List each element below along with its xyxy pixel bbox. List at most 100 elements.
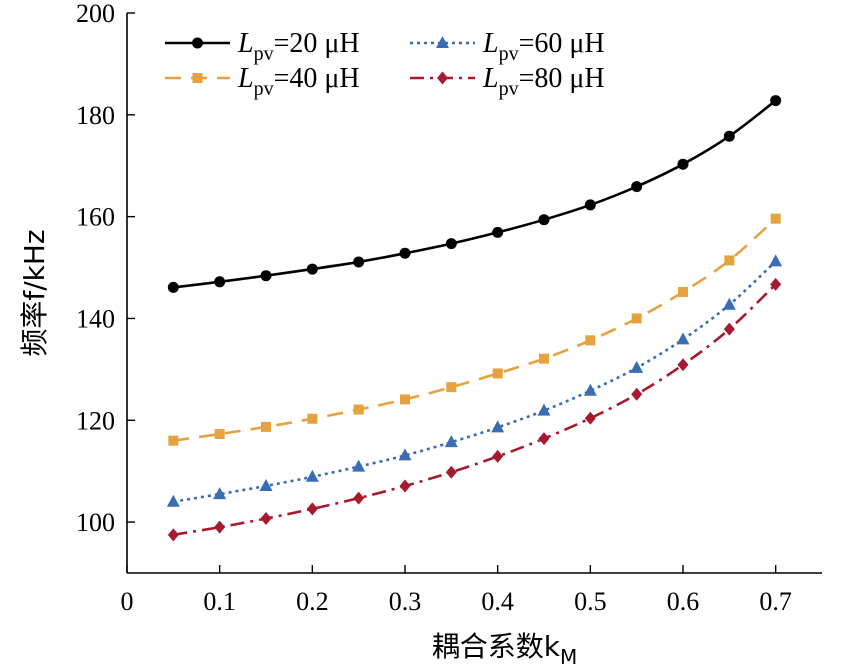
series-1-point-3 xyxy=(260,270,272,282)
series-4-point-3 xyxy=(260,512,272,526)
series-1-point-11 xyxy=(631,181,643,193)
series-3-point-9 xyxy=(537,403,551,416)
series-1-point-7 xyxy=(445,238,457,250)
legend-label-4-value: =80 μH xyxy=(519,63,605,94)
series-4-line xyxy=(173,283,777,537)
legend-label-3: Lpv=60 μH xyxy=(482,28,605,65)
legend-marker-2 xyxy=(192,73,203,83)
legend-label-1-subscript: pv xyxy=(254,43,274,65)
legend-label-3-subscript: pv xyxy=(499,43,519,65)
series-4-point-5 xyxy=(353,491,365,505)
series-1-point-9 xyxy=(538,214,550,226)
series-1-point-12 xyxy=(677,158,689,170)
series-4-point-13 xyxy=(723,322,735,336)
marks-layer xyxy=(166,95,783,542)
legend-marker-4 xyxy=(437,71,448,85)
x-tick-label-3: 0.3 xyxy=(389,587,422,616)
legend-label-2-symbol: L xyxy=(237,63,254,94)
series-2-point-1 xyxy=(168,435,179,446)
x-tick-label-4: 0.4 xyxy=(481,587,514,616)
series-4-point-12 xyxy=(677,358,689,372)
y-tick-label-2: 140 xyxy=(76,304,115,333)
series-2-point-9 xyxy=(539,353,549,364)
series-1-point-6 xyxy=(399,247,411,259)
series-1-point-5 xyxy=(353,256,365,268)
legend-label-4: Lpv=80 μH xyxy=(482,63,605,100)
axes-layer: 0 0.1 0.2 0.3 0.4 0.5 0.6 0.7 100 120 140 160 180 200… xyxy=(18,0,822,669)
legend-label-1-value: =20 μH xyxy=(274,28,360,59)
series-3-point-8 xyxy=(491,420,505,433)
series-2-point-5 xyxy=(353,404,364,415)
legend-label-4-symbol: L xyxy=(482,63,499,94)
series-4-point-6 xyxy=(399,479,411,493)
x-axis-title-subscript: M xyxy=(560,645,577,669)
series-3-point-14 xyxy=(769,254,783,267)
series-2-point-13 xyxy=(724,255,735,266)
series-2-point-7 xyxy=(446,382,457,393)
legend-label-2-subscript: pv xyxy=(254,78,274,100)
series-2-point-12 xyxy=(678,286,688,297)
y-tick-label-4: 180 xyxy=(76,101,115,130)
series-3-point-11 xyxy=(630,360,644,373)
series-4-point-1 xyxy=(167,528,179,542)
legend-label-4-subscript: pv xyxy=(499,78,519,100)
series-4-point-14 xyxy=(770,277,782,291)
x-tick-label-7: 0.7 xyxy=(759,587,792,616)
x-tick-label-0: 0 xyxy=(121,587,134,616)
x-tick-label-1: 0.1 xyxy=(203,587,236,616)
y-axis-title: 频率f/kHz xyxy=(18,229,51,356)
legend-marker-1 xyxy=(192,37,203,49)
series-1-point-10 xyxy=(584,199,596,211)
y-tick-label-3: 160 xyxy=(76,203,115,232)
series-4-point-4 xyxy=(306,502,318,516)
legend-marker-3 xyxy=(436,36,449,48)
series-2-point-11 xyxy=(631,313,642,324)
x-axis-title: 耦合系数kM xyxy=(432,630,577,669)
series-2-point-2 xyxy=(214,429,225,440)
series-1-point-4 xyxy=(306,263,318,275)
x-tick-label-2: 0.2 xyxy=(296,587,329,616)
series-2-point-4 xyxy=(307,413,318,424)
series-2-point-6 xyxy=(400,394,410,405)
series-2-line xyxy=(173,217,777,442)
series-3-point-13 xyxy=(722,297,736,310)
legend-label-1: Lpv=20 μH xyxy=(237,28,360,65)
series-3-point-10 xyxy=(583,383,597,396)
legend-label-2-value: =40 μH xyxy=(274,63,360,94)
series-1-point-13 xyxy=(723,130,735,142)
series-3-point-12 xyxy=(676,332,690,345)
series-3-point-1 xyxy=(166,494,180,507)
y-tick-label-1: 120 xyxy=(76,406,115,435)
series-4-point-7 xyxy=(445,465,457,479)
x-tick-label-5: 0.5 xyxy=(574,587,607,616)
series-4-point-10 xyxy=(584,411,596,425)
legend-entry-3: Lpv=60 μH xyxy=(410,28,605,65)
series-3-point-5 xyxy=(352,459,366,472)
series-2-point-14 xyxy=(770,213,781,224)
series-4-point-2 xyxy=(214,520,226,534)
legend-label-1-symbol: L xyxy=(237,28,254,59)
series-3-point-3 xyxy=(259,478,273,491)
legend-label-2: Lpv=40 μH xyxy=(237,63,360,100)
series-4-point-9 xyxy=(538,432,550,446)
series-2-point-10 xyxy=(585,335,596,346)
legend-entry-1: Lpv=20 μH xyxy=(165,28,360,65)
series-2-point-8 xyxy=(492,368,503,379)
series-2-point-3 xyxy=(261,421,271,432)
series-3-line xyxy=(173,260,777,504)
series-1-point-8 xyxy=(492,226,504,238)
series-4-point-11 xyxy=(631,387,643,401)
series-3-point-6 xyxy=(398,448,412,461)
series-3-point-4 xyxy=(305,469,319,482)
series-3-point-7 xyxy=(444,435,458,448)
series-1-point-2 xyxy=(214,276,226,288)
series-1-point-1 xyxy=(167,281,179,293)
x-tick-label-6: 0.6 xyxy=(667,587,700,616)
legend-entry-4: Lpv=80 μH xyxy=(410,63,605,100)
x-axis-title-main: 耦合系数k xyxy=(432,630,561,663)
legend-label-3-symbol: L xyxy=(482,28,499,59)
legend-entry-2: Lpv=40 μH xyxy=(165,63,360,100)
